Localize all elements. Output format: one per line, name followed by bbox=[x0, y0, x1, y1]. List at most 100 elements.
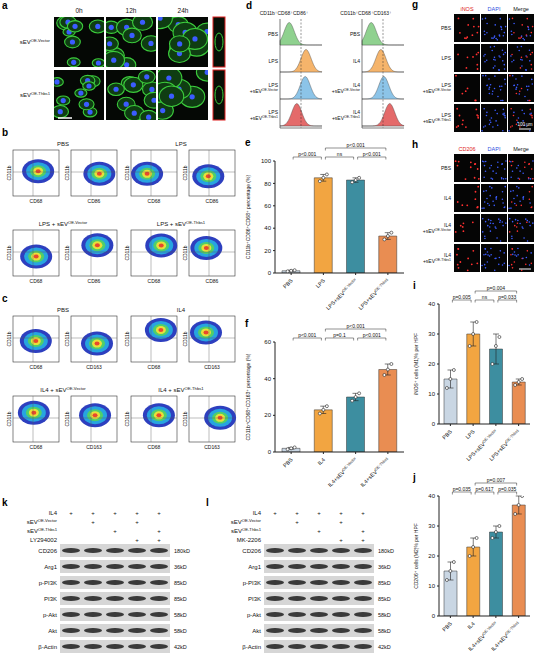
svg-text:p-Akt: p-Akt bbox=[43, 612, 57, 618]
svg-text:Merge: Merge bbox=[513, 6, 529, 12]
svg-text:CD11b: CD11b bbox=[124, 331, 130, 346]
svg-text:CD11b: CD11b bbox=[124, 165, 130, 180]
svg-text:58kD: 58kD bbox=[378, 612, 391, 618]
svg-text:PBS: PBS bbox=[282, 277, 294, 289]
svg-text:+: + bbox=[361, 510, 365, 516]
svg-text:+: + bbox=[295, 510, 299, 516]
svg-text:+sEVOE-Vector: +sEVOE-Vector bbox=[332, 88, 361, 94]
svg-text:CD11b: CD11b bbox=[64, 165, 70, 180]
svg-text:l: l bbox=[206, 497, 209, 508]
svg-text:40: 40 bbox=[428, 493, 435, 499]
svg-text:0: 0 bbox=[268, 270, 272, 276]
svg-text:f: f bbox=[245, 318, 249, 329]
svg-text:sEVOE-Vector: sEVOE-Vector bbox=[20, 38, 51, 45]
svg-text:LPS: LPS bbox=[175, 141, 186, 147]
svg-text:CD68: CD68 bbox=[148, 198, 161, 204]
svg-text:PBS: PBS bbox=[57, 141, 69, 147]
svg-text:CD86: CD86 bbox=[88, 198, 101, 204]
svg-text:PBS: PBS bbox=[57, 307, 69, 313]
svg-text:Arg1: Arg1 bbox=[248, 564, 261, 570]
svg-text:p<0.001: p<0.001 bbox=[363, 151, 381, 157]
svg-text:PBS: PBS bbox=[282, 456, 294, 468]
svg-text:j: j bbox=[412, 472, 416, 483]
svg-text:PBS: PBS bbox=[441, 25, 452, 31]
svg-text:LY294002: LY294002 bbox=[30, 537, 58, 543]
svg-text:k: k bbox=[2, 497, 8, 508]
svg-text:PBS: PBS bbox=[441, 165, 452, 171]
svg-text:+: + bbox=[135, 510, 139, 516]
svg-text:+: + bbox=[339, 510, 343, 516]
svg-text:+: + bbox=[339, 537, 343, 543]
svg-text:CD206: CD206 bbox=[38, 548, 57, 554]
svg-text:+sEVOE-Vector: +sEVOE-Vector bbox=[423, 228, 452, 234]
svg-text:CD11b: CD11b bbox=[124, 245, 130, 260]
svg-text:PBS: PBS bbox=[441, 620, 453, 632]
svg-text:12h: 12h bbox=[126, 7, 137, 14]
svg-text:IL4+sEVOE-Vector: IL4+sEVOE-Vector bbox=[327, 456, 359, 488]
svg-text:LPS: LPS bbox=[464, 428, 476, 440]
svg-text:0: 0 bbox=[432, 613, 436, 619]
svg-text:CD68: CD68 bbox=[148, 364, 161, 370]
svg-text:e: e bbox=[245, 137, 251, 148]
svg-text:LPS+sEVOE-Thbs1: LPS+sEVOE-Thbs1 bbox=[357, 277, 390, 310]
svg-text:+: + bbox=[157, 537, 161, 543]
svg-text:CD163: CD163 bbox=[86, 444, 102, 450]
svg-text:sEVOE-Thbs1: sEVOE-Thbs1 bbox=[20, 91, 51, 98]
svg-text:0: 0 bbox=[432, 421, 436, 427]
svg-text:PBS: PBS bbox=[268, 31, 279, 37]
svg-text:iNOS⁺ cells (M1)% per HPF: iNOS⁺ cells (M1)% per HPF bbox=[413, 333, 419, 395]
svg-text:10: 10 bbox=[428, 583, 435, 589]
svg-text:36kD: 36kD bbox=[174, 564, 187, 570]
svg-text:PBS: PBS bbox=[350, 31, 361, 37]
svg-text:180kD: 180kD bbox=[378, 548, 394, 554]
svg-text:20: 20 bbox=[428, 361, 435, 367]
svg-text:IL4: IL4 bbox=[316, 456, 326, 466]
svg-text:+: + bbox=[361, 537, 365, 543]
svg-text:MK-2206: MK-2206 bbox=[237, 537, 262, 543]
svg-text:Merge: Merge bbox=[513, 146, 529, 152]
svg-text:40: 40 bbox=[264, 225, 271, 231]
svg-text:p=0.033: p=0.033 bbox=[498, 294, 516, 300]
svg-text:sEVOE-Vector: sEVOE-Vector bbox=[27, 518, 58, 525]
svg-text:LPS: LPS bbox=[269, 58, 279, 64]
svg-text:40: 40 bbox=[428, 301, 435, 307]
svg-text:CD11b: CD11b bbox=[6, 165, 12, 180]
svg-text:CD86: CD86 bbox=[206, 198, 219, 204]
svg-text:sEVOE-Thbs1: sEVOE-Thbs1 bbox=[231, 527, 262, 534]
svg-text:CD11b⁺CD68⁺CD163⁺: CD11b⁺CD68⁺CD163⁺ bbox=[340, 10, 392, 16]
svg-text:+sEVOE-Thbs1: +sEVOE-Thbs1 bbox=[332, 115, 360, 121]
svg-text:IL4: IL4 bbox=[353, 58, 360, 64]
svg-text:LPS: LPS bbox=[269, 109, 279, 115]
svg-text:CD11b: CD11b bbox=[182, 331, 188, 346]
svg-text:36kD: 36kD bbox=[378, 564, 391, 570]
svg-text:CD11b⁺CD68⁺CD86⁺: CD11b⁺CD68⁺CD86⁺ bbox=[260, 10, 309, 16]
svg-text:+: + bbox=[295, 519, 299, 525]
svg-text:CD11b: CD11b bbox=[182, 411, 188, 426]
svg-text:+: + bbox=[91, 510, 95, 516]
svg-text:p<0.001: p<0.001 bbox=[347, 323, 365, 329]
svg-text:100 μm: 100 μm bbox=[517, 122, 532, 127]
svg-text:c: c bbox=[2, 293, 8, 304]
svg-text:p<0.001: p<0.001 bbox=[363, 332, 381, 338]
svg-text:+: + bbox=[157, 528, 161, 534]
svg-text:IL4+sEVOE-Thbs1: IL4+sEVOE-Thbs1 bbox=[490, 620, 521, 651]
svg-text:p=0.1: p=0.1 bbox=[333, 332, 346, 338]
svg-text:+: + bbox=[317, 510, 321, 516]
svg-text:0h: 0h bbox=[75, 7, 83, 14]
svg-text:IL4 + sEVOE-Vector: IL4 + sEVOE-Vector bbox=[40, 386, 86, 393]
svg-text:IL4: IL4 bbox=[253, 510, 262, 516]
svg-text:CD68: CD68 bbox=[30, 198, 43, 204]
svg-text:24h: 24h bbox=[178, 7, 189, 14]
svg-text:LPS+sEVOE-Thbs1: LPS+sEVOE-Thbs1 bbox=[488, 428, 521, 461]
svg-text:42kD: 42kD bbox=[378, 644, 391, 650]
svg-text:CD68: CD68 bbox=[30, 444, 43, 450]
svg-text:CD11b: CD11b bbox=[182, 245, 188, 260]
svg-text:20: 20 bbox=[428, 553, 435, 559]
svg-text:CD68: CD68 bbox=[148, 444, 161, 450]
svg-text:58kD: 58kD bbox=[378, 628, 391, 634]
svg-text:+: + bbox=[113, 510, 117, 516]
svg-text:58kD: 58kD bbox=[174, 628, 187, 634]
svg-text:CD11b: CD11b bbox=[64, 245, 70, 260]
svg-text:IL4: IL4 bbox=[49, 510, 58, 516]
svg-text:CD11b: CD11b bbox=[64, 331, 70, 346]
